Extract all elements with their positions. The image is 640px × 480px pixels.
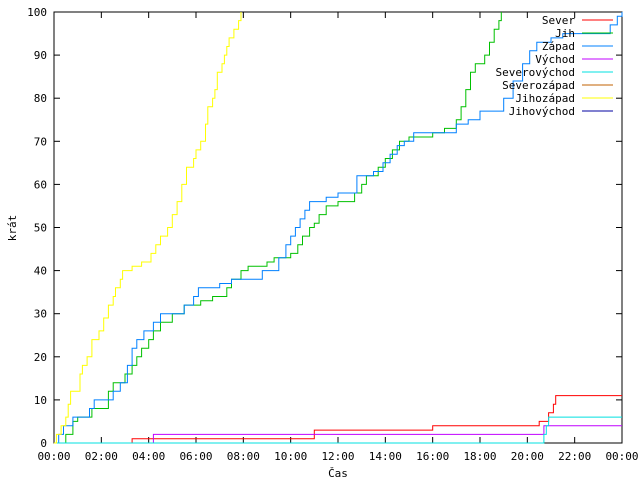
x-axis-title: Čas: [328, 467, 348, 480]
x-tick-label: 02:00: [85, 450, 118, 463]
legend-label: Jih: [555, 27, 575, 40]
y-tick-label: 40: [34, 265, 47, 278]
x-tick-label: 08:00: [227, 450, 260, 463]
series-line-2: [54, 12, 502, 444]
series-line-5: [54, 416, 622, 444]
series-line-7: [54, 12, 242, 444]
y-tick-label: 20: [34, 351, 47, 364]
series-line-1: [54, 395, 622, 444]
x-tick-label: 10:00: [274, 450, 307, 463]
y-tick-label: 90: [34, 49, 47, 62]
y-tick-label: 60: [34, 178, 47, 191]
y-axis-title: krát: [6, 215, 19, 242]
y-tick-label: 30: [34, 308, 47, 321]
x-tick-label: 16:00: [416, 450, 449, 463]
series-line-3: [54, 12, 623, 444]
x-tick-label: 22:00: [558, 450, 591, 463]
y-tick-label: 100: [27, 6, 47, 19]
y-tick-label: 80: [34, 92, 47, 105]
y-tick-label: 10: [34, 394, 47, 407]
x-tick-label: 06:00: [179, 450, 212, 463]
y-tick-label: 0: [40, 437, 47, 450]
legend: SeverJihZápadVýchodSeverovýchodSeverozáp…: [496, 14, 613, 118]
x-tick-label: 14:00: [369, 450, 402, 463]
legend-label: Severozápad: [502, 79, 575, 92]
x-tick-label: 18:00: [463, 450, 496, 463]
x-tick-label: 20:00: [511, 450, 544, 463]
y-tick-label: 50: [34, 222, 47, 235]
legend-label: Sever: [542, 14, 575, 27]
ticks: 00:00 02:00 04:00 06:00 08:00 10:00 12:00 14:00…: [27, 6, 638, 463]
y-tick-label: 70: [34, 135, 47, 148]
legend-label: Východ: [535, 53, 575, 66]
series-group: [54, 12, 623, 444]
x-tick-label: 12:00: [321, 450, 354, 463]
x-tick-label: 00:00: [605, 450, 638, 463]
legend-label: Západ: [542, 40, 575, 53]
legend-label: Severovýchod: [496, 66, 575, 79]
x-tick-label: 00:00: [37, 450, 70, 463]
x-tick-label: 04:00: [132, 450, 165, 463]
legend-label: Jihovýchod: [509, 105, 575, 118]
legend-label: Jihozápad: [515, 92, 575, 105]
